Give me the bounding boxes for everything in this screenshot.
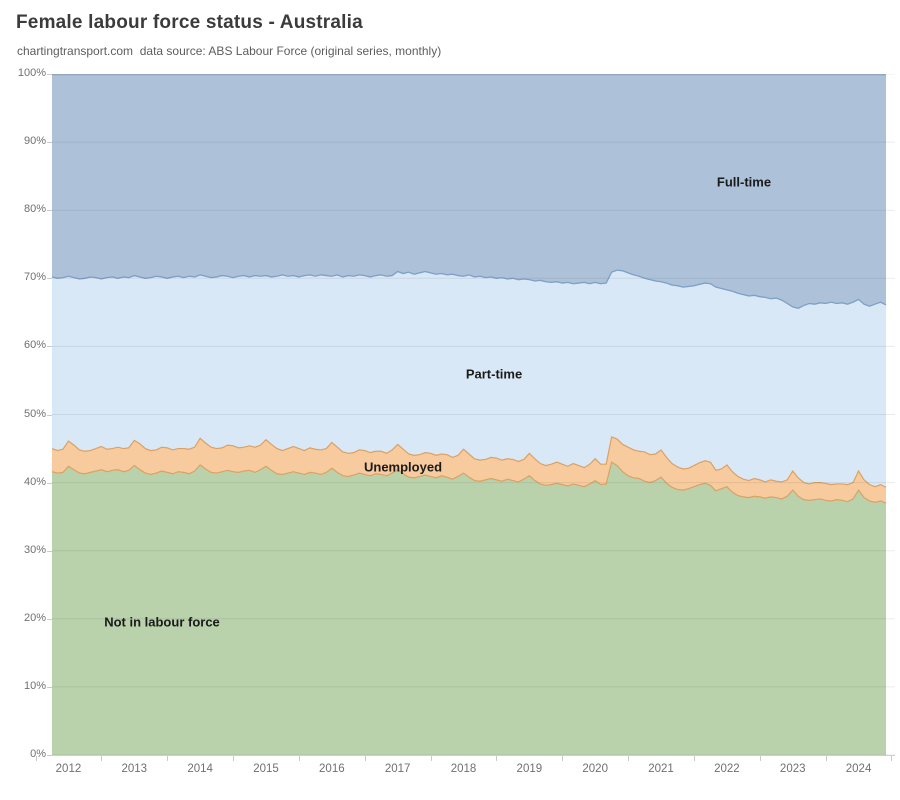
x-axis-tick-mark xyxy=(101,756,103,761)
area-not-in-labour-force xyxy=(52,462,886,755)
y-axis-tick-mark xyxy=(47,210,52,212)
y-axis-tick-label: 30% xyxy=(23,543,46,556)
y-axis-tick-label: 100% xyxy=(17,67,46,79)
y-axis-tick-mark xyxy=(47,755,52,756)
area-label-part-time: Part-time xyxy=(465,366,523,382)
x-axis-tick-label: 2022 xyxy=(714,763,740,775)
y-axis-tick-mark xyxy=(47,142,52,144)
y-axis-tick-label: 70% xyxy=(23,271,46,284)
line-not-in-labour-force-top xyxy=(52,461,887,504)
x-axis-tick-mark xyxy=(167,756,169,761)
x-axis-tick-mark xyxy=(496,756,498,761)
x-axis-tick-label: 2020 xyxy=(582,763,608,775)
y-axis-tick-label: 20% xyxy=(23,611,46,624)
area-part-time xyxy=(52,270,886,488)
y-axis-tick-label: 50% xyxy=(23,407,46,420)
x-axis-tick-label: 2021 xyxy=(648,763,674,775)
y-axis-tick-mark xyxy=(47,278,52,280)
area-label-unemployed: Unemployed xyxy=(363,459,443,475)
y-axis-tick-mark xyxy=(47,346,52,348)
x-axis-tick-mark xyxy=(364,756,366,761)
stacked-area-chart xyxy=(52,74,895,755)
area-unemployed xyxy=(52,436,886,504)
x-axis-tick-label: 2018 xyxy=(450,763,477,775)
y-axis-tick-mark xyxy=(47,618,52,620)
y-axis-tick-label: 10% xyxy=(23,679,46,692)
x-axis-tick-label: 2012 xyxy=(55,763,82,775)
x-axis-tick-label: 2015 xyxy=(253,763,279,775)
line-unemployed-top xyxy=(52,436,887,488)
x-axis-tick-mark xyxy=(825,756,827,761)
chart-title: Female labour force status - Australia xyxy=(16,12,363,33)
plot-area xyxy=(52,74,895,756)
y-axis-tick-label: 60% xyxy=(23,339,46,352)
x-axis-tick-mark xyxy=(562,756,564,761)
x-axis-tick-mark xyxy=(759,756,761,761)
x-axis-tick-mark xyxy=(693,756,695,761)
x-axis-tick-label: 2024 xyxy=(845,763,872,775)
x-axis-tick-label: 2014 xyxy=(187,763,213,775)
x-axis-tick-label: 2013 xyxy=(121,763,148,775)
y-axis-tick-mark xyxy=(47,550,52,552)
x-axis-tick-mark xyxy=(233,756,235,761)
y-axis-tick-label: 40% xyxy=(23,475,46,488)
x-axis-tick-label: 2019 xyxy=(516,763,543,775)
y-axis-tick-label: 80% xyxy=(23,203,46,216)
x-axis-tick-mark xyxy=(35,756,37,761)
x-axis-tick-mark xyxy=(891,756,893,761)
chart-subtitle: chartingtransport.com data source: ABS L… xyxy=(17,44,442,58)
y-axis-tick-mark xyxy=(47,74,52,75)
x-axis-tick-label: 2016 xyxy=(319,763,345,775)
area-label-full-time: Full-time xyxy=(716,174,772,190)
area-full-time xyxy=(52,74,886,309)
x-axis-tick-label: 2017 xyxy=(384,763,411,775)
y-axis-tick-mark xyxy=(47,686,52,688)
line-part-time-top xyxy=(52,269,887,309)
y-axis-tick-mark xyxy=(47,414,52,416)
area-label-not-in-labour-force: Not in labour force xyxy=(104,614,220,630)
y-axis-tick-label: 0% xyxy=(30,748,46,760)
y-axis-tick-mark xyxy=(47,482,52,484)
x-axis-tick-mark xyxy=(430,756,432,761)
y-axis-tick-label: 90% xyxy=(23,135,46,148)
x-axis-tick-mark xyxy=(298,756,300,761)
x-axis-tick-mark xyxy=(628,756,630,761)
x-axis-tick-label: 2023 xyxy=(779,763,806,775)
